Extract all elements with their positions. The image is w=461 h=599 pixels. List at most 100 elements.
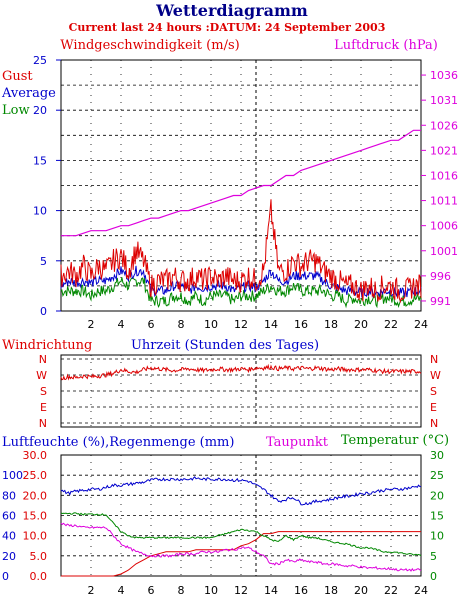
humidity-tick-label: 20 [2, 550, 16, 563]
temperature-line [60, 512, 422, 557]
x-tick-label: 14 [264, 584, 278, 597]
x-tick-label: 22 [384, 318, 398, 331]
x-tick-label: 16 [294, 584, 308, 597]
humidity-axis-ticks: 0 20 40 60 80 100 [2, 469, 23, 583]
humidity-tick-label: 0 [2, 570, 9, 583]
panel1-x-ticks: 2 4 6 8 10 12 14 16 18 20 22 24 [88, 318, 429, 331]
rain-tick-label: 25.0 [23, 469, 48, 482]
x-tick-label: 4 [118, 584, 125, 597]
rain-tick-label: 10.0 [23, 530, 48, 543]
temperature-axis-ticks: 0 5 10 15 20 25 30 [430, 449, 444, 583]
chart-title: Wetterdiagramm [155, 1, 308, 20]
x-tick-label: 22 [384, 584, 398, 597]
wind-tick-label: 20 [33, 104, 47, 117]
rain-axis-ticks: 0.0 5.0 10.0 15.0 20.0 25.0 30.0 [23, 449, 48, 583]
pressure-tick-label: 1021 [430, 144, 458, 157]
panel3-grid [61, 455, 421, 576]
direction-tick-left: S [40, 385, 47, 398]
panel1-grid [56, 59, 426, 312]
humidity-tick-label: 80 [2, 489, 16, 502]
dewpoint-label: Taupunkt [266, 435, 329, 450]
rain-tick-label: 30.0 [23, 449, 48, 462]
pressure-tick-label: 991 [430, 295, 451, 308]
temperature-tick-label: 30 [430, 449, 444, 462]
x-tick-label: 18 [324, 318, 338, 331]
direction-tick-left: N [39, 417, 47, 430]
legend-gust: Gust [2, 69, 33, 84]
wind-tick-label: 10 [33, 205, 47, 218]
temperature-label: Temperatur (°C) [341, 433, 449, 448]
temperature-tick-label: 15 [430, 510, 444, 523]
rain-tick-label: 0.0 [30, 570, 48, 583]
x-tick-label: 4 [118, 318, 125, 331]
x-tick-label: 8 [178, 318, 185, 331]
gust-line [60, 199, 422, 304]
humidity-tick-label: 100 [2, 469, 23, 482]
rain-tick-label: 15.0 [23, 510, 48, 523]
temperature-tick-label: 25 [430, 469, 444, 482]
direction-tick-right: E [430, 401, 437, 414]
rain-line [61, 531, 421, 577]
wind-direction-line [60, 363, 422, 381]
pressure-tick-label: 1026 [430, 119, 458, 132]
pressure-tick-label: 1006 [430, 220, 458, 233]
temperature-tick-label: 10 [430, 530, 444, 543]
pressure-tick-label: 1001 [430, 245, 458, 258]
direction-tick-right: N [430, 417, 438, 430]
x-tick-label: 20 [354, 318, 368, 331]
panel3-series [60, 476, 422, 577]
pressure-tick-label: 1036 [430, 69, 458, 82]
x-tick-label: 14 [264, 318, 278, 331]
legend-low: Low [2, 103, 30, 118]
direction-tick-right: W [430, 369, 441, 382]
panel1-series [60, 129, 422, 309]
x-tick-label: 16 [294, 318, 308, 331]
x-tick-label: 24 [414, 318, 428, 331]
time-axis-label: Uhrzeit (Stunden des Tages) [131, 338, 319, 353]
x-tick-label: 20 [354, 584, 368, 597]
x-tick-label: 6 [148, 584, 155, 597]
temperature-tick-label: 0 [430, 570, 437, 583]
temperature-tick-label: 5 [430, 550, 437, 563]
panel2-series [60, 363, 422, 381]
panel2-grid [61, 355, 421, 427]
wind-tick-label: 15 [33, 154, 47, 167]
humidity-tick-label: 40 [2, 530, 16, 543]
humidity-line [60, 476, 422, 506]
pressure-axis-label: Luftdruck (hPa) [334, 38, 438, 53]
panel3-x-ticks: 2 4 6 8 10 12 14 16 18 20 22 24 [88, 584, 429, 597]
humidity-rain-label: Luftfeuchte (%),Regenmenge (mm) [2, 435, 234, 450]
pressure-axis-ticks: 991 996 1001 1006 1011 1016 1021 1026 1031 1036 [430, 69, 458, 308]
x-tick-label: 12 [234, 318, 248, 331]
pressure-line [61, 129, 421, 237]
wind-direction-label: Windrichtung [2, 338, 92, 353]
temperature-tick-label: 20 [430, 489, 444, 502]
x-tick-label: 6 [148, 318, 155, 331]
pressure-tick-label: 1016 [430, 169, 458, 182]
wind-tick-label: 25 [33, 54, 47, 67]
wind-tick-label: 5 [40, 255, 47, 268]
direction-tick-left: E [40, 401, 47, 414]
x-tick-label: 18 [324, 584, 338, 597]
direction-tick-right: S [430, 385, 437, 398]
dewpoint-line [60, 522, 422, 572]
x-tick-label: 2 [88, 318, 95, 331]
humidity-tick-label: 60 [2, 510, 16, 523]
chart-subtitle: Current last 24 hours :DATUM: 24 Septemb… [69, 21, 386, 34]
direction-tick-left: W [36, 369, 47, 382]
pressure-tick-label: 996 [430, 270, 451, 283]
legend-average: Average [1, 86, 56, 101]
direction-tick-right: N [430, 353, 438, 366]
low-line [60, 277, 422, 309]
x-tick-label: 10 [204, 318, 218, 331]
wind-tick-label: 0 [40, 305, 47, 318]
pressure-tick-label: 1031 [430, 94, 458, 107]
x-tick-label: 10 [204, 584, 218, 597]
x-tick-label: 12 [234, 584, 248, 597]
x-tick-label: 8 [178, 584, 185, 597]
